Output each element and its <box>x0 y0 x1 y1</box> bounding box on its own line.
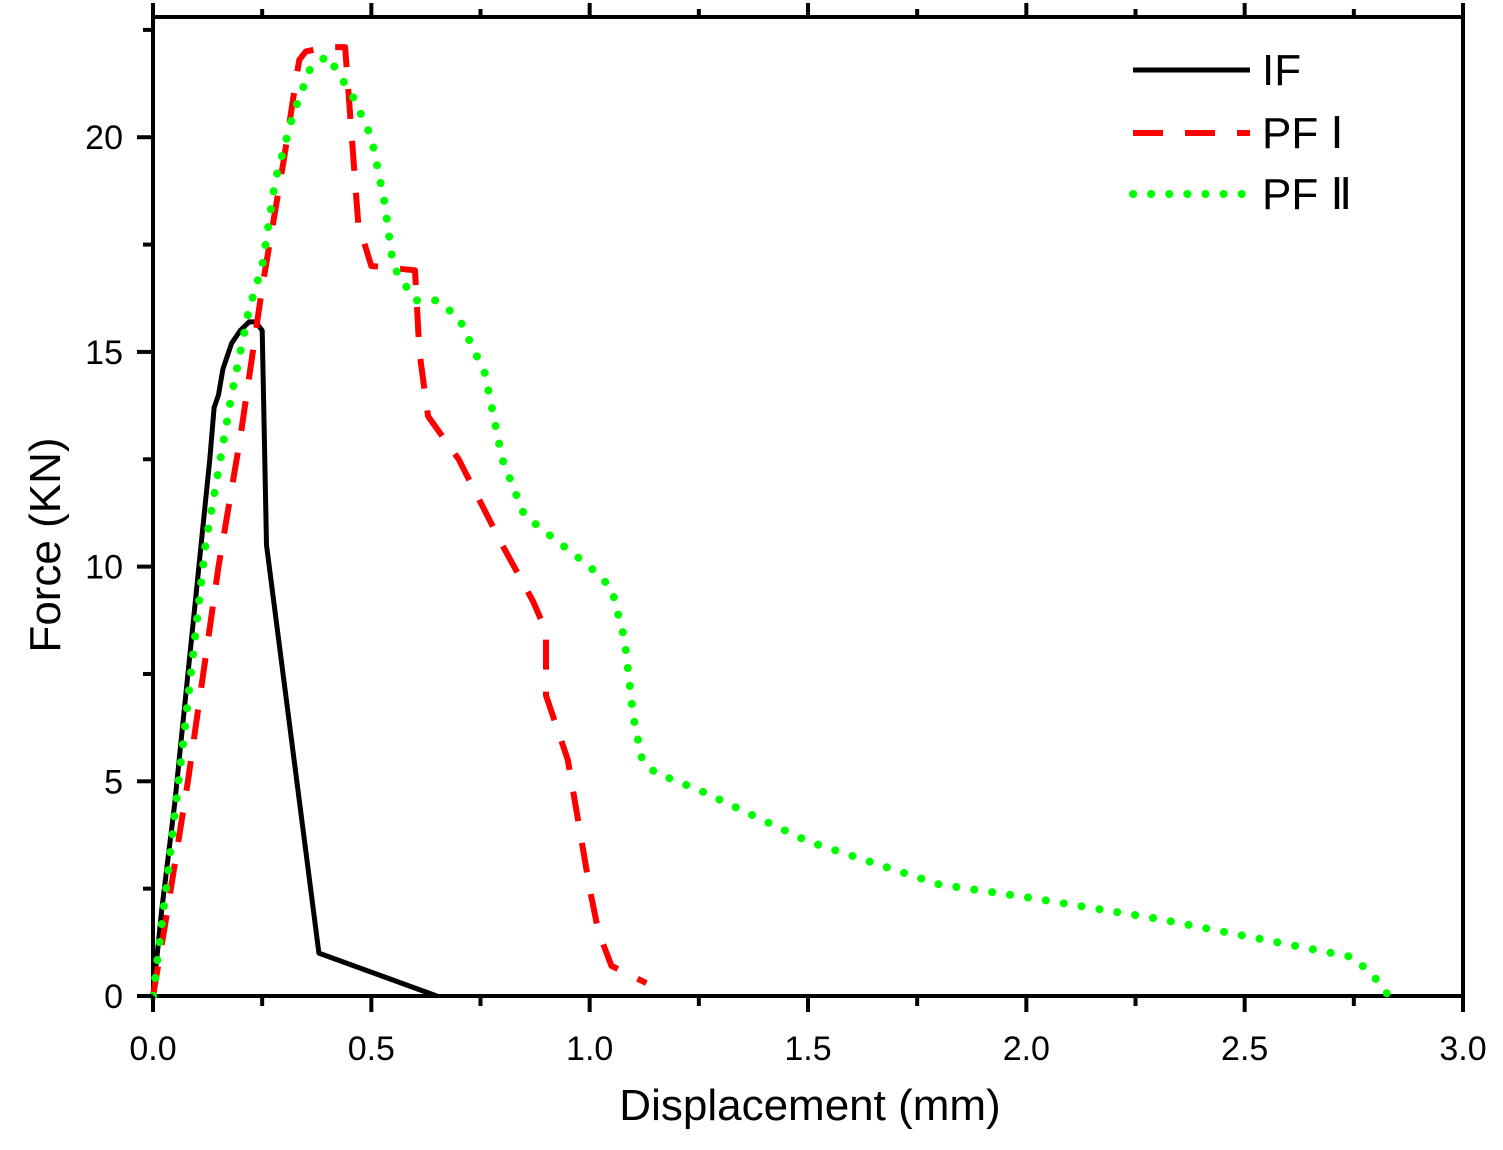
x-tick-label: 0.0 <box>129 1030 176 1068</box>
series-layer <box>149 44 1393 1000</box>
x-tick-label: 2.0 <box>1003 1030 1050 1068</box>
plot-frame <box>151 15 1465 998</box>
x-tick-label: 1.5 <box>784 1030 831 1068</box>
x-tick-label: 0.5 <box>348 1030 395 1068</box>
ticks-layer: 0.0 0.5 1.0 1.5 2.0 2.5 3.0 0 5 10 15 20 <box>85 3 1487 1068</box>
x-tick-label: 2.5 <box>1221 1030 1268 1068</box>
plot-area-border <box>151 15 1465 998</box>
series-line-if <box>150 319 438 999</box>
x-axis-title: Displacement (mm) <box>619 1081 1000 1130</box>
y-tick-label: 5 <box>104 763 123 801</box>
x-tick-label: 1.0 <box>566 1030 613 1068</box>
legend-label-pf-2: PF Ⅱ <box>1262 170 1352 219</box>
x-tick-label: 3.0 <box>1439 1030 1486 1068</box>
legend-label-pf-1: PF Ⅰ <box>1262 109 1343 158</box>
legend-label-if: IF <box>1262 46 1301 95</box>
y-tick-label: 15 <box>85 334 123 372</box>
y-tick-label: 10 <box>85 549 123 587</box>
y-tick-label: 20 <box>85 119 123 157</box>
legend: IF PF Ⅰ PF Ⅱ <box>1129 46 1352 219</box>
y-tick-label: 0 <box>104 978 123 1016</box>
y-axis-title: Force (KN) <box>21 437 70 652</box>
series-line-pf-1 <box>150 44 648 997</box>
